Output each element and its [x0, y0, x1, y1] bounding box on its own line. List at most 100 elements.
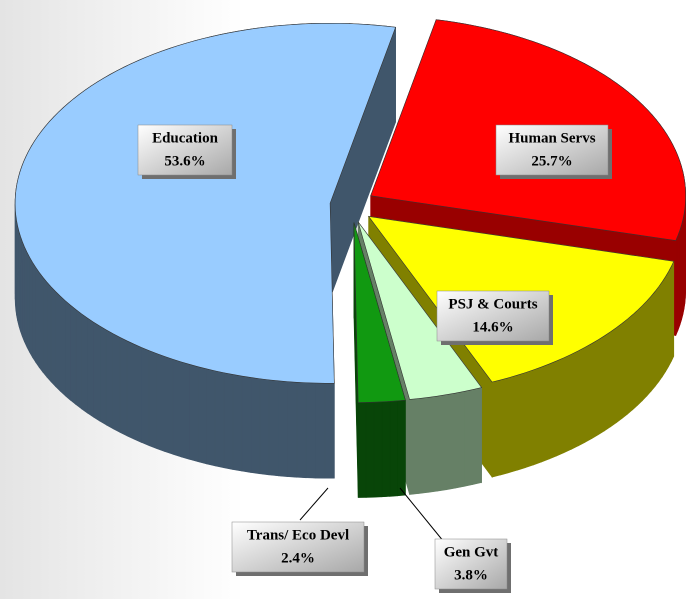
- label-box: [137, 124, 233, 176]
- slice-side: [591, 339, 599, 440]
- slice-side: [50, 286, 56, 388]
- slice-side: [604, 331, 611, 432]
- slice-side: [26, 251, 30, 353]
- slice-side: [70, 304, 77, 406]
- slice-side: [654, 285, 660, 388]
- slice-side: [650, 290, 656, 393]
- slice-side: [189, 363, 199, 463]
- slice-value-label: 2.4%: [281, 550, 315, 566]
- slice-side: [642, 300, 648, 402]
- slice-side: [472, 387, 482, 485]
- slice-side: [29, 256, 33, 359]
- slice-side: [87, 317, 94, 418]
- leader-line: [399, 487, 445, 543]
- slice-side: [259, 378, 270, 476]
- slice-side: [637, 304, 643, 406]
- slice-value-label: 53.6%: [164, 153, 205, 169]
- slice-side: [55, 290, 61, 392]
- slice-label: Education: [152, 130, 219, 146]
- slice-side: [126, 340, 135, 440]
- slice-side: [164, 356, 174, 455]
- slice-value-label: 14.6%: [472, 319, 513, 335]
- slice-label: Gen Gvt: [444, 544, 499, 560]
- slice-side: [232, 374, 243, 472]
- slice-side: [105, 329, 114, 430]
- slice-side: [296, 381, 307, 479]
- label-box: [495, 124, 609, 176]
- slice-side: [675, 235, 679, 336]
- slice-side: [662, 275, 666, 378]
- label-box: [434, 538, 508, 590]
- slice-side: [277, 380, 288, 477]
- label-box: [231, 521, 365, 573]
- slice-value-label: 25.7%: [531, 153, 572, 169]
- slice-side: [214, 370, 225, 469]
- slice-side: [197, 366, 207, 465]
- slice-side: [627, 314, 633, 415]
- slice-side: [305, 382, 316, 479]
- slice-side: [119, 336, 128, 437]
- slice-side: [418, 397, 429, 494]
- slice-side: [491, 379, 501, 478]
- slice-side: [42, 276, 48, 378]
- slice-side: [563, 353, 572, 454]
- slice-side: [397, 399, 406, 497]
- slice-side: [670, 261, 675, 362]
- slice-side: [38, 271, 44, 374]
- slice: [14, 22, 397, 384]
- slice-side: [508, 374, 518, 474]
- slice-side: [206, 368, 216, 467]
- slice-value-label: 3.8%: [454, 567, 488, 583]
- slice-side: [436, 394, 447, 492]
- slice-side: [180, 361, 190, 460]
- slice-label: Human Servs: [508, 130, 595, 146]
- slice-side: [133, 343, 142, 443]
- slice-side: [570, 350, 579, 450]
- slice-side: [668, 266, 672, 367]
- slice-side: [556, 357, 565, 457]
- slice-side: [64, 300, 71, 401]
- slice-label: Trans/ Eco Devl: [247, 527, 349, 543]
- slice-side: [223, 372, 234, 470]
- slice-side: [548, 360, 557, 460]
- slice-side: [81, 313, 88, 414]
- slice-side: [389, 400, 398, 497]
- slice-side: [632, 309, 638, 411]
- slice-label: PSJ & Courts: [448, 296, 537, 312]
- slice-side: [381, 401, 391, 498]
- slice-side: [454, 391, 465, 489]
- slice-side: [32, 261, 36, 364]
- slice-side: [597, 335, 605, 436]
- slice-side: [610, 327, 617, 428]
- slice-side: [665, 270, 669, 373]
- slice-side: [315, 382, 326, 479]
- slice-side: [577, 346, 586, 447]
- labels: Human Servs 25.7% PSJ & Courts 14.6% Gen Gvt…: [137, 124, 612, 593]
- slice-side: [241, 375, 252, 473]
- slice-side: [93, 321, 101, 422]
- slice-side: [24, 246, 28, 348]
- slice-side: [621, 318, 628, 420]
- slice: [357, 221, 483, 400]
- leader-line: [299, 487, 329, 521]
- slice-side: [250, 377, 261, 475]
- slice-side: [287, 381, 298, 478]
- slice-side: [463, 389, 474, 487]
- slice-side: [148, 350, 158, 450]
- slice-side: [35, 266, 40, 369]
- slice-side: [525, 369, 534, 469]
- slice-side: [533, 366, 542, 466]
- slice-side: [324, 382, 335, 479]
- slice-side: [516, 372, 526, 471]
- slice-side: [112, 333, 121, 433]
- slice-side: [500, 377, 510, 476]
- slice-side: [59, 295, 66, 397]
- slice-side: [584, 343, 593, 443]
- slice: [353, 222, 406, 403]
- slice-side: [540, 363, 550, 463]
- slice-side: [46, 281, 52, 383]
- slice-side: [141, 347, 150, 447]
- label-box: [436, 290, 550, 342]
- slice-side: [616, 322, 623, 424]
